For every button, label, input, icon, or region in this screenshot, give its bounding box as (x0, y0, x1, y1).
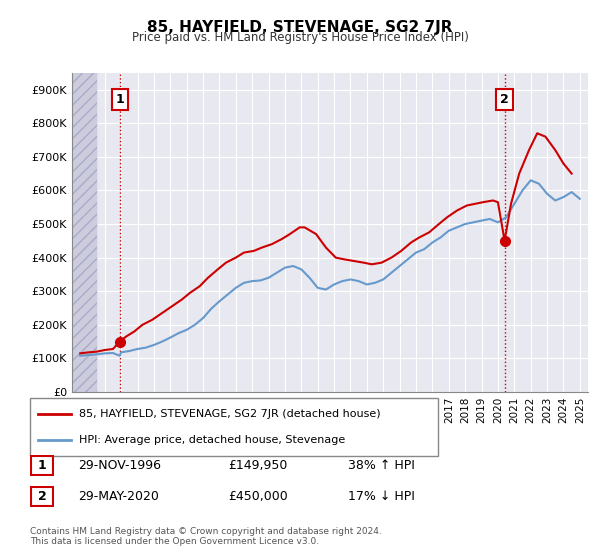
Text: 29-MAY-2020: 29-MAY-2020 (78, 490, 159, 503)
Text: Price paid vs. HM Land Registry's House Price Index (HPI): Price paid vs. HM Land Registry's House … (131, 31, 469, 44)
Text: £450,000: £450,000 (228, 490, 288, 503)
Text: 1: 1 (115, 93, 124, 106)
Text: £149,950: £149,950 (228, 459, 287, 473)
FancyBboxPatch shape (31, 487, 53, 506)
Bar (72, 73, 97, 392)
Text: 85, HAYFIELD, STEVENAGE, SG2 7JR (detached house): 85, HAYFIELD, STEVENAGE, SG2 7JR (detach… (79, 409, 380, 419)
Text: 1: 1 (38, 459, 46, 472)
Text: 2: 2 (38, 489, 46, 503)
Text: Contains HM Land Registry data © Crown copyright and database right 2024.
This d: Contains HM Land Registry data © Crown c… (30, 526, 382, 546)
Text: 17% ↓ HPI: 17% ↓ HPI (348, 490, 415, 503)
FancyBboxPatch shape (30, 398, 438, 456)
Text: 2: 2 (500, 93, 509, 106)
Text: 85, HAYFIELD, STEVENAGE, SG2 7JR: 85, HAYFIELD, STEVENAGE, SG2 7JR (147, 20, 453, 35)
Text: 38% ↑ HPI: 38% ↑ HPI (348, 459, 415, 473)
Bar (72, 73, 97, 392)
FancyBboxPatch shape (31, 456, 53, 475)
Text: HPI: Average price, detached house, Stevenage: HPI: Average price, detached house, Stev… (79, 435, 345, 445)
Text: 29-NOV-1996: 29-NOV-1996 (78, 459, 161, 473)
